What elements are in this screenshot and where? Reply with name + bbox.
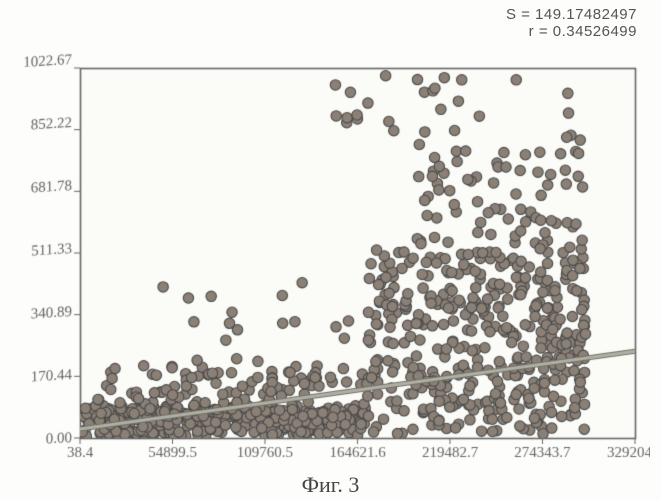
figure-caption: Фиг. 3 — [0, 472, 661, 498]
stat-r: r = 0.34526499 — [506, 23, 637, 40]
scatter-chart — [10, 48, 650, 468]
stat-s: S = 149.17482497 — [506, 6, 637, 23]
stats-block: S = 149.17482497 r = 0.34526499 — [506, 6, 637, 40]
